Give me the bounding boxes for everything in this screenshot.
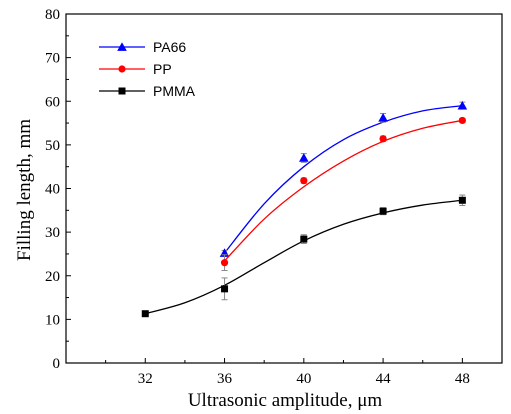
x-tick-label: 36 <box>217 371 233 387</box>
legend-marker-pa66 <box>117 42 127 51</box>
fit-line-pa66 <box>224 104 463 254</box>
x-axis-title: Ultrasonic amplitude, μm <box>188 390 383 411</box>
data-point-pp <box>220 259 229 267</box>
data-point-pmma <box>221 285 229 293</box>
x-tick-label: 44 <box>376 371 392 387</box>
y-tick-label: 50 <box>45 138 60 154</box>
fit-line-pp <box>224 119 463 262</box>
y-tick-label: 0 <box>53 356 61 372</box>
data-point-pmma <box>141 310 149 318</box>
data-point-pa66 <box>299 153 309 162</box>
y-axis-title: Filling length, mm <box>14 119 35 261</box>
x-tick-label: 40 <box>296 371 311 387</box>
y-tick-label: 30 <box>45 225 60 241</box>
y-tick-label: 20 <box>45 269 60 285</box>
legend-marker-pmma <box>118 87 126 95</box>
data-point-pp <box>300 177 308 185</box>
plot-area <box>141 100 468 318</box>
data-point-pa66 <box>457 100 468 110</box>
legend-label-pp: PP <box>153 61 172 77</box>
legend-label-pa66: PA66 <box>153 39 186 55</box>
y-tick-label: 70 <box>45 51 60 67</box>
data-point-pmma <box>300 235 308 243</box>
legend-marker-pp <box>118 65 126 73</box>
x-tick-label: 48 <box>455 371 470 387</box>
y-tick-label: 10 <box>45 312 60 328</box>
y-tick-label: 40 <box>45 182 60 198</box>
data-point-pmma <box>458 196 466 204</box>
y-tick-label: 80 <box>45 7 60 23</box>
data-point-pp <box>379 135 387 143</box>
axes: 0 10 20 30 40 50 60 70 80 32 36 40 44 48 <box>45 7 503 387</box>
legend: PA66 PP PMMA <box>99 39 196 99</box>
data-point-pmma <box>379 207 387 215</box>
data-point-pa66 <box>378 113 388 122</box>
data-point-pp <box>458 116 466 125</box>
x-tick-label: 32 <box>138 371 153 387</box>
legend-label-pmma: PMMA <box>153 83 196 99</box>
y-tick-label: 60 <box>45 94 60 110</box>
